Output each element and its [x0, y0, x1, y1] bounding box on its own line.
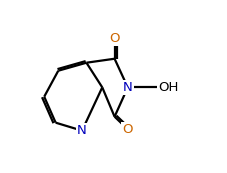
Text: N: N — [123, 81, 133, 94]
Text: OH: OH — [159, 81, 179, 94]
Text: O: O — [123, 123, 133, 136]
Text: O: O — [109, 32, 120, 45]
Text: N: N — [77, 124, 87, 137]
